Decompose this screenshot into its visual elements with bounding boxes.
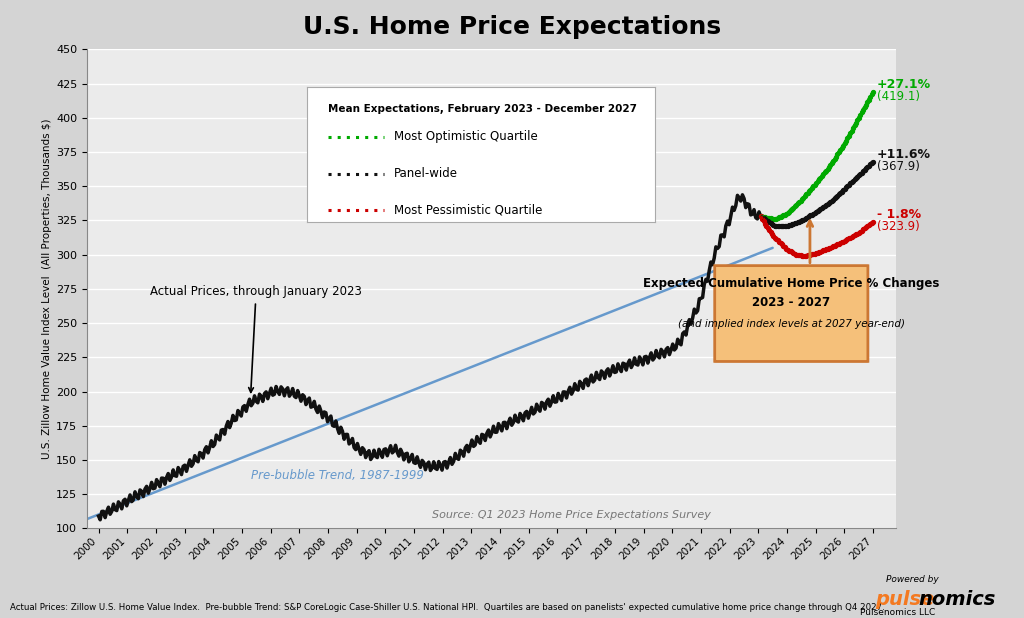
Text: Actual Prices, through January 2023: Actual Prices, through January 2023 bbox=[151, 286, 362, 392]
Text: Pre-bubble Trend, 1987-1999: Pre-bubble Trend, 1987-1999 bbox=[251, 468, 424, 481]
Text: +27.1%: +27.1% bbox=[877, 78, 931, 91]
Text: Mean Expectations, February 2023 - December 2027: Mean Expectations, February 2023 - Decem… bbox=[328, 104, 637, 114]
Y-axis label: U.S. Zillow Home Value Index Level  (All Properties, Thousands $): U.S. Zillow Home Value Index Level (All … bbox=[42, 119, 52, 459]
Text: - 1.8%: - 1.8% bbox=[877, 208, 921, 221]
Text: U.S. Home Price Expectations: U.S. Home Price Expectations bbox=[303, 15, 721, 40]
Text: +11.6%: +11.6% bbox=[877, 148, 931, 161]
Text: (419.1): (419.1) bbox=[877, 90, 920, 103]
Text: Pulsenomics LLC: Pulsenomics LLC bbox=[860, 607, 936, 617]
FancyBboxPatch shape bbox=[715, 266, 868, 362]
Text: Most Pessimistic Quartile: Most Pessimistic Quartile bbox=[394, 204, 543, 217]
Text: pulse: pulse bbox=[876, 590, 935, 609]
Text: (367.9): (367.9) bbox=[877, 160, 920, 173]
Text: Actual Prices: Zillow U.S. Home Value Index.  Pre-bubble Trend: S&P CoreLogic Ca: Actual Prices: Zillow U.S. Home Value In… bbox=[10, 603, 885, 612]
Text: Powered by: Powered by bbox=[886, 575, 939, 584]
Text: (323.9): (323.9) bbox=[877, 220, 920, 234]
Text: Most Optimistic Quartile: Most Optimistic Quartile bbox=[394, 130, 538, 143]
Text: 2023 - 2027: 2023 - 2027 bbox=[753, 296, 830, 309]
Text: Expected Cumulative Home Price % Changes: Expected Cumulative Home Price % Changes bbox=[643, 277, 939, 290]
Text: Panel-wide: Panel-wide bbox=[394, 167, 459, 180]
Text: (and implied index levels at 2027 year-end): (and implied index levels at 2027 year-e… bbox=[678, 320, 905, 329]
Text: Source: Q1 2023 Home Price Expectations Survey: Source: Q1 2023 Home Price Expectations … bbox=[432, 510, 712, 520]
Text: nomics: nomics bbox=[919, 590, 996, 609]
